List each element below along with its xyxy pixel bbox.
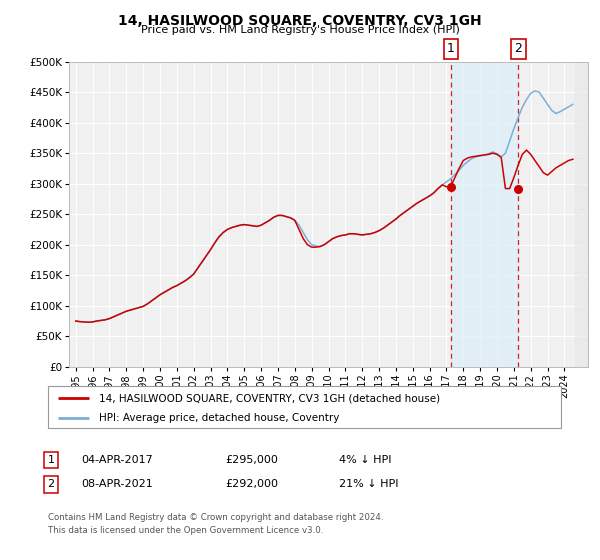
Text: 21% ↓ HPI: 21% ↓ HPI xyxy=(339,479,398,489)
Text: 1: 1 xyxy=(447,42,455,55)
Text: 2: 2 xyxy=(514,42,523,55)
Text: Price paid vs. HM Land Registry's House Price Index (HPI): Price paid vs. HM Land Registry's House … xyxy=(140,25,460,35)
Text: 1: 1 xyxy=(47,455,55,465)
Text: 2: 2 xyxy=(47,479,55,489)
Bar xyxy=(575,62,588,367)
Text: 4% ↓ HPI: 4% ↓ HPI xyxy=(339,455,391,465)
Text: HPI: Average price, detached house, Coventry: HPI: Average price, detached house, Cove… xyxy=(100,413,340,423)
Text: 08-APR-2021: 08-APR-2021 xyxy=(81,479,153,489)
Bar xyxy=(451,62,518,367)
Text: This data is licensed under the Open Government Licence v3.0.: This data is licensed under the Open Gov… xyxy=(48,526,323,535)
Text: Contains HM Land Registry data © Crown copyright and database right 2024.: Contains HM Land Registry data © Crown c… xyxy=(48,513,383,522)
Text: £295,000: £295,000 xyxy=(225,455,278,465)
FancyBboxPatch shape xyxy=(48,386,561,428)
Text: 14, HASILWOOD SQUARE, COVENTRY, CV3 1GH (detached house): 14, HASILWOOD SQUARE, COVENTRY, CV3 1GH … xyxy=(100,393,440,403)
Text: 04-APR-2017: 04-APR-2017 xyxy=(81,455,153,465)
Text: £292,000: £292,000 xyxy=(225,479,278,489)
Text: 14, HASILWOOD SQUARE, COVENTRY, CV3 1GH: 14, HASILWOOD SQUARE, COVENTRY, CV3 1GH xyxy=(118,14,482,28)
